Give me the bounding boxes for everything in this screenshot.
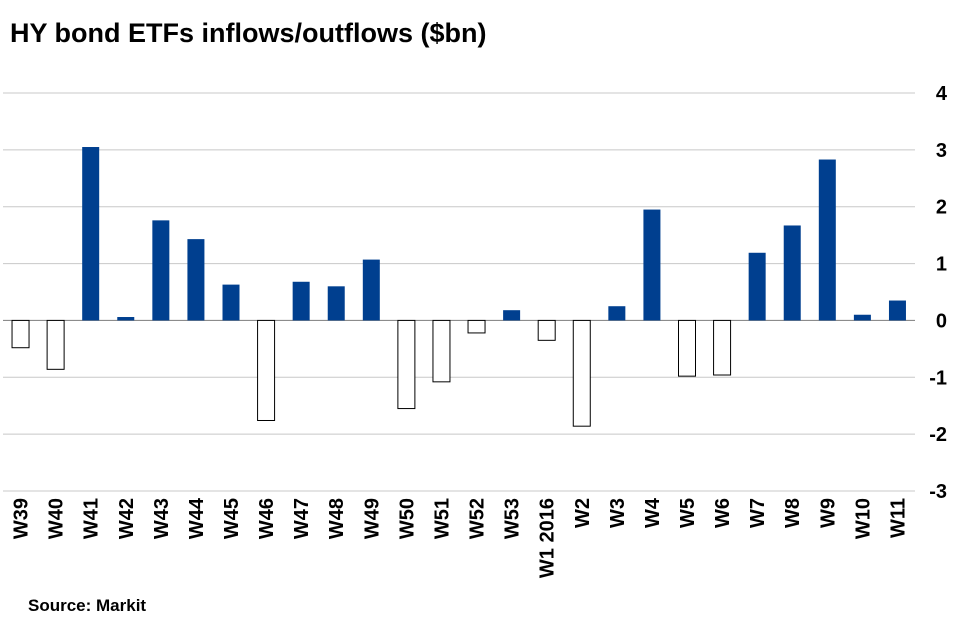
y-tick-label: 0 <box>936 310 947 332</box>
x-tick-label: W47 <box>291 498 313 539</box>
bar-negative <box>572 319 591 427</box>
bar-positive <box>818 159 836 321</box>
bar-positive <box>292 281 310 321</box>
y-tick-label: -2 <box>929 424 947 446</box>
x-tick-label: W41 <box>81 498 103 539</box>
y-tick-label: -3 <box>929 481 947 503</box>
bar-positive <box>888 300 906 321</box>
bar-positive <box>503 310 521 321</box>
y-axis-ticks: 4 3 2 1 0 -1 -2 -3 <box>929 83 948 503</box>
x-tick-label: W5 <box>677 498 699 528</box>
x-tick-label: W4 <box>642 497 664 528</box>
bar-negative <box>11 319 30 349</box>
bar-negative <box>537 319 556 341</box>
x-tick-label: W3 <box>607 498 629 528</box>
x-tick-label: W49 <box>361 498 383 539</box>
bar-positive <box>187 239 205 321</box>
x-tick-label: W7 <box>747 498 769 528</box>
chart-title: HY bond ETFs inflows/outflows ($bn) <box>10 18 487 48</box>
bar-positive <box>853 314 871 321</box>
bar-negative <box>46 319 65 370</box>
source-note: Source: Markit <box>28 596 147 615</box>
bar-positive <box>783 225 801 321</box>
x-tick-label: W39 <box>11 498 33 539</box>
x-tick-label: W8 <box>782 498 804 528</box>
y-tick-label: 3 <box>936 140 947 162</box>
x-tick-label: W51 <box>431 498 453 539</box>
x-tick-label: W2 <box>572 498 594 528</box>
bar-negative <box>467 319 486 334</box>
bar-positive <box>222 284 240 321</box>
x-tick-label: W48 <box>326 498 348 539</box>
bar-negative <box>678 319 696 377</box>
x-tick-label: W11 <box>887 498 909 538</box>
bar-negative <box>713 319 732 376</box>
bar-positive <box>748 252 766 321</box>
bar-positive <box>82 147 100 321</box>
bar-positive <box>643 209 661 321</box>
bar-negative <box>432 319 451 383</box>
x-tick-label: W45 <box>221 498 243 539</box>
x-tick-label: W1 2016 <box>537 498 559 578</box>
x-tick-label: W53 <box>502 498 524 539</box>
x-tick-label: W9 <box>817 498 839 528</box>
x-tick-label: W6 <box>712 498 734 528</box>
bar-positive <box>327 286 345 321</box>
y-tick-label: 2 <box>936 197 947 219</box>
x-tick-label: W42 <box>116 498 138 539</box>
x-tick-label: W40 <box>46 498 68 539</box>
bars <box>11 147 906 427</box>
bar-positive <box>608 306 626 321</box>
x-tick-label: W43 <box>151 498 173 539</box>
x-tick-label: W52 <box>467 498 489 539</box>
bar-positive <box>117 317 135 321</box>
y-tick-label: 1 <box>936 254 947 276</box>
bar-positive <box>362 259 380 321</box>
x-tick-label: W46 <box>256 498 278 539</box>
x-axis-ticks: W39 W40 W41 W42 W43 W44 W45 W46 W47 W48 W49 W50 W51 W… <box>11 497 910 578</box>
gridlines <box>3 92 915 492</box>
y-tick-label: 4 <box>936 83 948 105</box>
bar-negative <box>257 319 276 421</box>
x-tick-label: W44 <box>186 497 208 539</box>
x-tick-label: W10 <box>852 498 874 539</box>
bar-negative <box>397 319 416 410</box>
x-tick-label: W50 <box>396 498 418 539</box>
y-tick-label: -1 <box>929 367 947 389</box>
bar-positive <box>152 220 170 321</box>
